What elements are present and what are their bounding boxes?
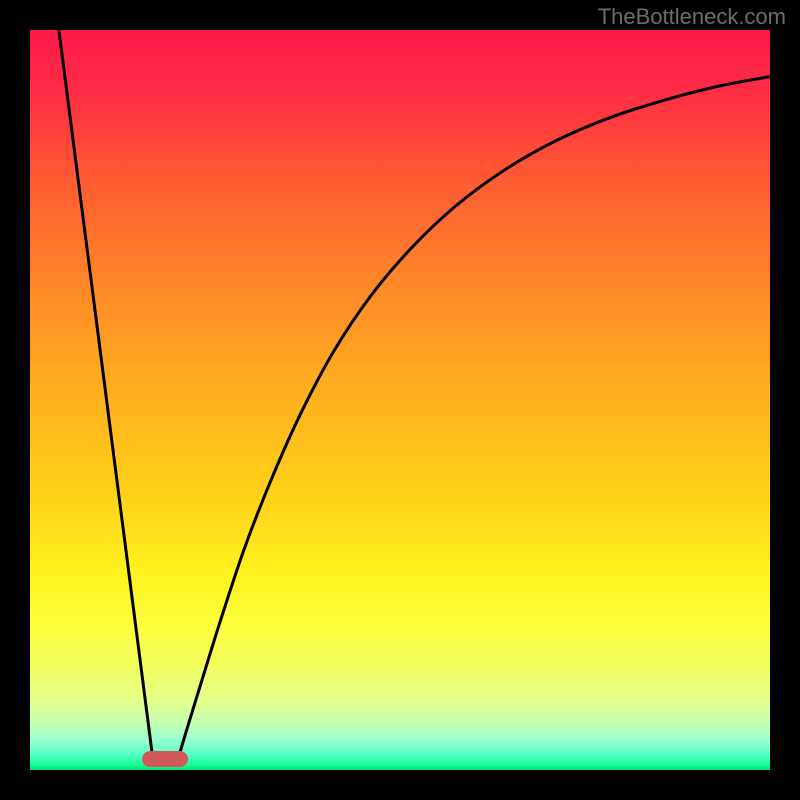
plot-area — [30, 30, 770, 770]
right-ascending-curve — [178, 77, 770, 759]
left-descending-line — [59, 30, 153, 759]
curves-layer — [30, 30, 770, 770]
watermark-text: TheBottleneck.com — [598, 4, 786, 30]
chart-container: TheBottleneck.com — [0, 0, 800, 800]
bottleneck-marker — [142, 751, 188, 767]
